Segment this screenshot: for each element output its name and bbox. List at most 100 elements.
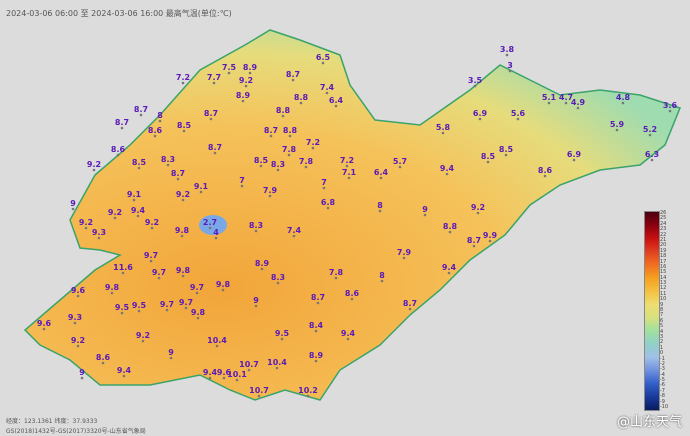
station-marker[interactable]: [241, 99, 245, 103]
station-marker[interactable]: [221, 288, 225, 292]
station-marker[interactable]: [287, 153, 291, 157]
station-marker[interactable]: [169, 356, 173, 360]
station-marker[interactable]: [314, 359, 318, 363]
station-marker[interactable]: [508, 69, 512, 73]
station-marker[interactable]: [448, 230, 452, 234]
station-marker[interactable]: [473, 84, 477, 88]
station-marker[interactable]: [137, 166, 141, 170]
station-marker[interactable]: [275, 366, 279, 370]
station-marker[interactable]: [304, 165, 308, 169]
station-marker[interactable]: [137, 309, 141, 313]
station-marker[interactable]: [648, 133, 652, 137]
station-marker[interactable]: [214, 236, 218, 240]
station-marker[interactable]: [472, 244, 476, 248]
station-marker[interactable]: [280, 337, 284, 341]
station-marker[interactable]: [120, 126, 124, 130]
station-marker[interactable]: [445, 172, 449, 176]
station-marker[interactable]: [268, 194, 272, 198]
station-marker[interactable]: [180, 234, 184, 238]
station-marker[interactable]: [208, 226, 212, 230]
station-marker[interactable]: [71, 207, 75, 211]
station-marker[interactable]: [380, 279, 384, 283]
station-marker[interactable]: [240, 184, 244, 188]
station-marker[interactable]: [101, 361, 105, 365]
station-marker[interactable]: [84, 226, 88, 230]
station-marker[interactable]: [141, 339, 145, 343]
station-marker[interactable]: [311, 146, 315, 150]
station-marker[interactable]: [321, 61, 325, 65]
station-marker[interactable]: [227, 71, 231, 75]
station-marker[interactable]: [213, 151, 217, 155]
station-marker[interactable]: [398, 165, 402, 169]
station-marker[interactable]: [181, 274, 185, 278]
station-marker[interactable]: [176, 177, 180, 181]
station-marker[interactable]: [488, 239, 492, 243]
station-marker[interactable]: [139, 113, 143, 117]
station-marker[interactable]: [334, 104, 338, 108]
station-marker[interactable]: [215, 344, 219, 348]
station-marker[interactable]: [80, 376, 84, 380]
station-marker[interactable]: [504, 153, 508, 157]
station-marker[interactable]: [259, 164, 263, 168]
station-marker[interactable]: [97, 236, 101, 240]
station-marker[interactable]: [181, 198, 185, 202]
station-marker[interactable]: [209, 117, 213, 121]
station-marker[interactable]: [254, 304, 258, 308]
station-marker[interactable]: [326, 206, 330, 210]
station-marker[interactable]: [165, 308, 169, 312]
station-marker[interactable]: [153, 134, 157, 138]
station-marker[interactable]: [306, 394, 310, 398]
station-marker[interactable]: [120, 311, 124, 315]
station-marker[interactable]: [441, 131, 445, 135]
station-marker[interactable]: [113, 216, 117, 220]
station-marker[interactable]: [291, 78, 295, 82]
station-marker[interactable]: [621, 101, 625, 105]
station-marker[interactable]: [182, 129, 186, 133]
station-marker[interactable]: [543, 174, 547, 178]
station-marker[interactable]: [92, 168, 96, 172]
station-marker[interactable]: [195, 291, 199, 295]
station-marker[interactable]: [260, 267, 264, 271]
station-marker[interactable]: [121, 271, 125, 275]
station-marker[interactable]: [314, 329, 318, 333]
station-marker[interactable]: [132, 198, 136, 202]
station-marker[interactable]: [281, 114, 285, 118]
station-marker[interactable]: [402, 256, 406, 260]
station-marker[interactable]: [299, 101, 303, 105]
station-marker[interactable]: [325, 91, 329, 95]
station-marker[interactable]: [547, 101, 551, 105]
station-marker[interactable]: [486, 160, 490, 164]
station-marker[interactable]: [248, 71, 252, 75]
station-marker[interactable]: [615, 128, 619, 132]
station-marker[interactable]: [276, 281, 280, 285]
station-marker[interactable]: [346, 337, 350, 341]
station-marker[interactable]: [447, 271, 451, 275]
station-marker[interactable]: [269, 134, 273, 138]
station-marker[interactable]: [288, 134, 292, 138]
station-marker[interactable]: [572, 158, 576, 162]
station-marker[interactable]: [379, 176, 383, 180]
station-marker[interactable]: [76, 344, 80, 348]
station-marker[interactable]: [564, 101, 568, 105]
station-marker[interactable]: [668, 109, 672, 113]
station-marker[interactable]: [199, 190, 203, 194]
station-marker[interactable]: [42, 327, 46, 331]
station-marker[interactable]: [158, 119, 162, 123]
station-marker[interactable]: [276, 168, 280, 172]
station-marker[interactable]: [516, 117, 520, 121]
station-marker[interactable]: [476, 211, 480, 215]
station-marker[interactable]: [257, 394, 261, 398]
station-marker[interactable]: [254, 229, 258, 233]
station-marker[interactable]: [116, 153, 120, 157]
station-marker[interactable]: [73, 321, 77, 325]
station-marker[interactable]: [208, 376, 212, 380]
station-marker[interactable]: [345, 164, 349, 168]
station-marker[interactable]: [235, 378, 239, 382]
station-marker[interactable]: [650, 158, 654, 162]
station-marker[interactable]: [316, 301, 320, 305]
station-marker[interactable]: [150, 226, 154, 230]
station-marker[interactable]: [76, 294, 80, 298]
station-marker[interactable]: [478, 117, 482, 121]
station-marker[interactable]: [149, 259, 153, 263]
